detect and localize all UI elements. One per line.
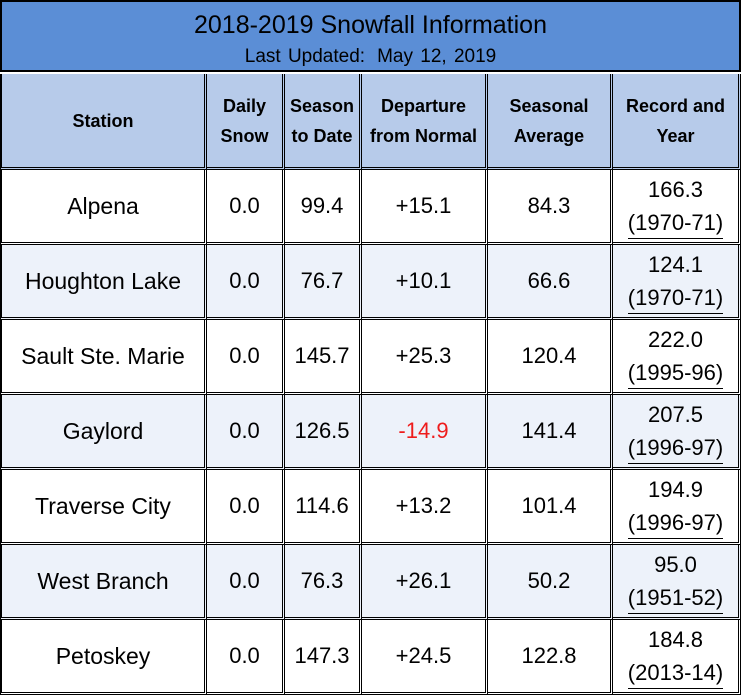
season-to-date-cell: 76.3 (285, 545, 362, 620)
column-header-line: Year (656, 125, 695, 146)
last-updated-date: May 12, 2019 (377, 46, 497, 67)
record-cell: 207.5 (1996-97) (613, 395, 741, 470)
table-row: Houghton Lake 0.0 76.7 +10.1 66.6 124.1 (1970-… (0, 245, 741, 320)
table-body: Alpena 0.0 99.4 +15.1 84.3 166.3 (1970-71) Houg… (0, 170, 741, 695)
daily-snow-cell: 0.0 (207, 245, 285, 320)
column-header-line: Snow (220, 125, 269, 146)
record-cell: 194.9 (1996-97) (613, 470, 741, 545)
record-value: 184.8 (647, 627, 704, 652)
season-to-date-cell: 76.7 (285, 245, 362, 320)
record-year: (2013-14) (627, 658, 724, 689)
station-cell: Petoskey (0, 620, 207, 695)
season-to-date-cell: 147.3 (285, 620, 362, 695)
departure-cell: +24.5 (362, 620, 488, 695)
record-year: (1995-96) (627, 358, 724, 389)
season-to-date-cell: 126.5 (285, 395, 362, 470)
last-updated: Last Updated: May 12, 2019 (2, 46, 739, 68)
record-value: 95.0 (654, 552, 697, 577)
daily-snow-cell: 0.0 (207, 470, 285, 545)
column-header-line: Average (513, 125, 585, 146)
station-cell: Sault Ste. Marie (0, 320, 207, 395)
station-cell: Houghton Lake (0, 245, 207, 320)
station-cell: Traverse City (0, 470, 207, 545)
departure-cell: +15.1 (362, 170, 488, 245)
last-updated-label: Last Updated: (244, 46, 366, 67)
record-cell: 222.0 (1995-96) (613, 320, 741, 395)
column-header-daily-snow: Daily Snow (207, 74, 285, 170)
record-value: 166.3 (647, 177, 704, 202)
page-title: 2018-2019 Snowfall Information (193, 11, 547, 39)
season-to-date-cell: 145.7 (285, 320, 362, 395)
column-header-line: Daily (222, 95, 267, 116)
departure-cell: +10.1 (362, 245, 488, 320)
daily-snow-cell: 0.0 (207, 320, 285, 395)
header-row: Station Daily Snow Season to Date Depart… (0, 74, 741, 170)
column-header-line: to Date (291, 125, 353, 146)
column-header-line: Record and (625, 95, 726, 116)
table-row: Gaylord 0.0 126.5 -14.9 141.4 207.5 (1996-97) (0, 395, 741, 470)
daily-snow-cell: 0.0 (207, 395, 285, 470)
record-cell: 184.8 (2013-14) (613, 620, 741, 695)
station-cell: West Branch (0, 545, 207, 620)
column-header-seasonal-average: Seasonal Average (488, 74, 613, 170)
departure-cell: +25.3 (362, 320, 488, 395)
departure-cell: +13.2 (362, 470, 488, 545)
table-row: West Branch 0.0 76.3 +26.1 50.2 95.0 (1951-52) (0, 545, 741, 620)
column-header-line: Departure (380, 95, 467, 116)
seasonal-average-cell: 141.4 (488, 395, 613, 470)
record-year: (1970-71) (627, 208, 724, 239)
station-cell: Gaylord (0, 395, 207, 470)
departure-cell: -14.9 (362, 395, 488, 470)
seasonal-average-cell: 122.8 (488, 620, 613, 695)
column-header-season-to-date: Season to Date (285, 74, 362, 170)
table-row: Traverse City 0.0 114.6 +13.2 101.4 194.9 (199… (0, 470, 741, 545)
seasonal-average-cell: 66.6 (488, 245, 613, 320)
column-header-line: Seasonal (509, 95, 589, 116)
record-value: 194.9 (647, 477, 704, 502)
record-year: (1996-97) (627, 433, 724, 464)
departure-cell: +26.1 (362, 545, 488, 620)
record-cell: 166.3 (1970-71) (613, 170, 741, 245)
record-year: (1951-52) (627, 583, 724, 614)
daily-snow-cell: 0.0 (207, 620, 285, 695)
record-value: 124.1 (647, 252, 704, 277)
seasonal-average-cell: 50.2 (488, 545, 613, 620)
column-header-record: Record and Year (613, 74, 741, 170)
daily-snow-cell: 0.0 (207, 545, 285, 620)
seasonal-average-cell: 84.3 (488, 170, 613, 245)
season-to-date-cell: 99.4 (285, 170, 362, 245)
table-row: Sault Ste. Marie 0.0 145.7 +25.3 120.4 222.0 (… (0, 320, 741, 395)
daily-snow-cell: 0.0 (207, 170, 285, 245)
title-bar: 2018-2019 Snowfall Information Last Upda… (0, 0, 741, 72)
record-value: 222.0 (647, 327, 704, 352)
record-year: (1996-97) (627, 508, 724, 539)
table-row: Petoskey 0.0 147.3 +24.5 122.8 184.8 (2013-14) (0, 620, 741, 695)
column-header-line: Season (289, 95, 355, 116)
season-to-date-cell: 114.6 (285, 470, 362, 545)
seasonal-average-cell: 101.4 (488, 470, 613, 545)
column-header-station: Station (0, 74, 207, 170)
record-cell: 124.1 (1970-71) (613, 245, 741, 320)
record-year: (1970-71) (627, 283, 724, 314)
station-cell: Alpena (0, 170, 207, 245)
record-cell: 95.0 (1951-52) (613, 545, 741, 620)
seasonal-average-cell: 120.4 (488, 320, 613, 395)
column-header-line: from Normal (369, 125, 477, 146)
snowfall-table: Station Daily Snow Season to Date Depart… (0, 74, 741, 695)
column-header-departure: Departure from Normal (362, 74, 488, 170)
table-row: Alpena 0.0 99.4 +15.1 84.3 166.3 (1970-71) (0, 170, 741, 245)
record-value: 207.5 (647, 402, 704, 427)
column-header-line: Station (72, 110, 134, 131)
